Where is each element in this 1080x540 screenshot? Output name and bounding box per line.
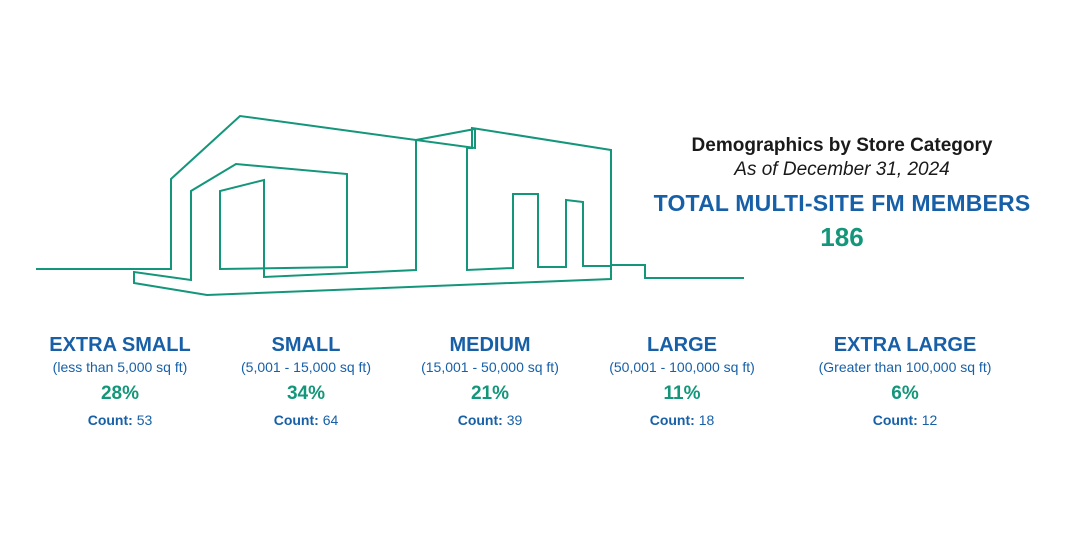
count-label: Count: — [273, 412, 319, 428]
count-label: Count: — [457, 412, 503, 428]
category-name: SMALL — [271, 334, 341, 356]
total-members-label: TOTAL MULTI-SITE FM MEMBERS — [653, 190, 1031, 216]
category-count: Count: 39 — [380, 409, 600, 431]
count-value: 53 — [136, 412, 153, 428]
category-name: EXTRA SMALL — [49, 334, 191, 356]
category-name: MEDIUM — [449, 334, 531, 356]
category-percent: 6% — [891, 383, 919, 404]
category-percent: 28% — [100, 383, 140, 404]
category-percent: 21% — [470, 383, 510, 404]
category-range: (5,001 - 15,000 sq ft) — [241, 359, 371, 375]
category-small: SMALL (5,001 - 15,000 sq ft) 34% Count: … — [196, 333, 416, 431]
category-range: (15,001 - 50,000 sq ft) — [421, 359, 559, 375]
category-count: Count: 64 — [196, 409, 416, 431]
page-subtitle: As of December 31, 2024 — [734, 159, 950, 180]
count-value: 64 — [322, 412, 339, 428]
category-count: Count: 12 — [795, 409, 1015, 431]
count-label: Count: — [87, 412, 133, 428]
page-title: Demographics by Store Category — [691, 135, 993, 156]
category-count: Count: 53 — [10, 409, 230, 431]
total-members-value: 186 — [820, 222, 864, 252]
category-name: EXTRA LARGE — [833, 334, 977, 356]
category-range: (Greater than 100,000 sq ft) — [818, 359, 992, 375]
category-medium: MEDIUM (15,001 - 50,000 sq ft) 21% Count… — [380, 333, 600, 431]
category-percent: 34% — [286, 383, 326, 404]
count-label: Count: — [872, 412, 918, 428]
category-percent: 11% — [663, 383, 701, 404]
category-large: LARGE (50,001 - 100,000 sq ft) 11% Count… — [572, 333, 792, 431]
count-value: 18 — [698, 412, 715, 428]
category-extra-large: EXTRA LARGE (Greater than 100,000 sq ft)… — [795, 333, 1015, 431]
category-count: Count: 18 — [572, 409, 792, 431]
category-range: (less than 5,000 sq ft) — [52, 359, 188, 375]
header: Demographics by Store Category As of Dec… — [632, 134, 1052, 254]
category-name: LARGE — [647, 334, 717, 356]
count-label: Count: — [649, 412, 695, 428]
category-extra-small: EXTRA SMALL (less than 5,000 sq ft) 28% … — [10, 333, 230, 431]
count-value: 39 — [506, 412, 523, 428]
category-range: (50,001 - 100,000 sq ft) — [609, 359, 755, 375]
count-value: 12 — [921, 412, 938, 428]
building-line-art-icon — [36, 114, 744, 297]
